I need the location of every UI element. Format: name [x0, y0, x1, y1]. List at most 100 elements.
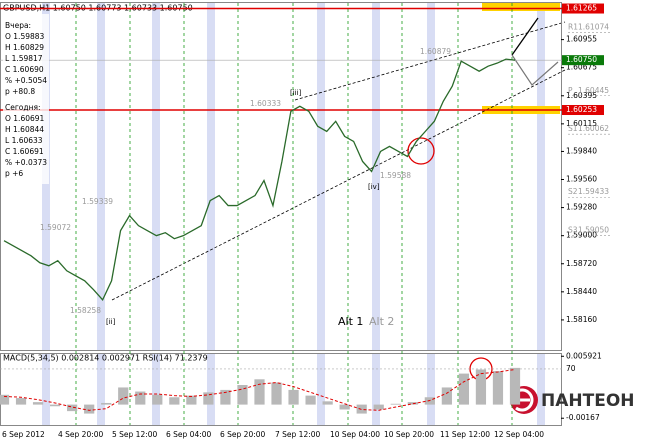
info-row: p +6 — [5, 169, 23, 178]
pivot-name: R1 — [568, 23, 578, 32]
annotation: [iii] — [290, 89, 302, 97]
x-tick-label: 12 Sep 04:00 — [494, 430, 544, 439]
macd-bar — [101, 402, 112, 405]
pivot-name: S3 — [568, 226, 578, 235]
macd-bar — [475, 369, 487, 405]
x-tick-label: 4 Sep 20:00 — [58, 430, 104, 439]
x-tick-label: 10 Sep 20:00 — [384, 430, 434, 439]
info-row: p +80.8 — [5, 87, 35, 96]
y-tick-label: 1.58720 — [566, 259, 597, 268]
macd-bar — [0, 394, 10, 405]
pivot-name: S2 — [568, 187, 578, 196]
macd-bar — [67, 404, 78, 412]
x-tick-label: 7 Sep 12:00 — [275, 430, 321, 439]
macd-bar — [135, 391, 146, 405]
price-line — [3, 58, 516, 302]
info-box — [3, 14, 49, 184]
pivot-value: 1.59433 — [578, 187, 609, 196]
y-tick-label: 1.59560 — [566, 175, 597, 184]
info-row: H 1.60844 — [5, 125, 44, 134]
projection — [511, 17, 539, 56]
macd-bar — [169, 397, 180, 405]
annotation: 1.58258 — [70, 306, 101, 315]
annotation: 1.59072 — [40, 223, 71, 232]
y-tick-label: 1.60115 — [566, 119, 597, 128]
macd-bar — [305, 395, 316, 405]
macd-bar — [84, 404, 95, 414]
info-row: L 1.59817 — [5, 54, 43, 63]
highlight-circle — [407, 137, 435, 165]
macd-frame — [0, 353, 562, 426]
macd-bar — [220, 389, 231, 405]
annotation: 1.60879 — [420, 47, 451, 56]
annotation: 1.59588 — [380, 171, 411, 180]
y-tick-label: 1.59840 — [566, 146, 597, 155]
info-row: O 1.60691 — [5, 114, 45, 123]
macd-bar — [32, 402, 44, 405]
x-tick-label: 6 Sep 04:00 — [166, 430, 212, 439]
info-row: C 1.60691 — [5, 147, 44, 156]
level-label: 1.61265 — [566, 4, 597, 13]
macd-bar — [152, 394, 163, 405]
annotation: 1.59339 — [82, 197, 113, 206]
macd-bar — [458, 373, 470, 405]
annotation: Alt 2 — [369, 315, 394, 328]
macd-bar — [15, 398, 27, 405]
annotation: [iv] — [368, 183, 380, 191]
pivot-name: P — [568, 86, 573, 95]
logo: ПАНТЕОН — [510, 386, 635, 414]
macd-bar — [288, 389, 299, 405]
level-box — [562, 3, 604, 14]
pivot-value: 1.60445 — [578, 86, 609, 95]
y-tick-label: 1.60675 — [566, 63, 597, 72]
macd-bar — [390, 403, 401, 405]
x-tick-label: 6 Sep 2012 — [2, 430, 45, 439]
macd-signal — [3, 369, 516, 411]
x-tick-label: 11 Sep 12:00 — [440, 430, 490, 439]
macd-bar — [322, 401, 333, 405]
info-row: % +0.5054 — [5, 76, 47, 85]
y-tick-label: 1.59000 — [566, 231, 597, 240]
macd-tick-label: -0.00167 — [566, 413, 600, 422]
projection-alt — [511, 54, 559, 86]
channel — [111, 21, 566, 301]
macd-bar — [373, 404, 384, 410]
macd-tick-label: 0.005921 — [566, 351, 602, 360]
current-price-label: 1.60750 — [566, 55, 597, 64]
highlight — [482, 3, 560, 11]
info-row: C 1.60690 — [5, 65, 44, 74]
y-tick-label: 1.58440 — [566, 287, 597, 296]
x-tick-label: 5 Sep 12:00 — [112, 430, 158, 439]
macd-bar — [271, 382, 282, 405]
macd-bar — [509, 367, 521, 405]
info-row: O 1.59883 — [5, 32, 45, 41]
level-box — [562, 105, 604, 116]
rsi-tick-label: 70 — [566, 364, 576, 373]
annotation: [ii] — [106, 318, 116, 326]
info-heading: Сегодня: — [5, 103, 41, 112]
macd-bar — [492, 371, 504, 405]
macd-bar — [118, 387, 129, 405]
level-label: 1.60253 — [566, 105, 597, 114]
macd-bar — [441, 387, 452, 405]
macd-bar — [49, 404, 61, 407]
macd-bar — [339, 404, 350, 410]
pivot-value: 1.60062 — [578, 124, 609, 133]
macd-bar — [186, 395, 197, 405]
info-heading: Вчера: — [5, 21, 31, 30]
annotation: Alt 1 — [338, 315, 363, 328]
macd-bar — [237, 385, 248, 405]
pivot-name: S1 — [568, 124, 578, 133]
pivot-value: 1.61074 — [578, 23, 609, 32]
logo-text: ПАНТЕОН — [541, 391, 635, 411]
x-tick-label: 6 Sep 20:00 — [220, 430, 266, 439]
macd-title: MACD(5,34,5) 0.002814 0.002971 RSI(14) 7… — [3, 354, 208, 363]
plot-frame — [0, 2, 562, 351]
current-price-box — [562, 55, 604, 66]
y-tick-label: 1.58160 — [566, 315, 597, 324]
x-tick-label: 10 Sep 04:00 — [330, 430, 380, 439]
y-tick-label: 1.60955 — [566, 35, 597, 44]
info-row: % +0.0373 — [5, 158, 47, 167]
info-row: L 1.60633 — [5, 136, 43, 145]
